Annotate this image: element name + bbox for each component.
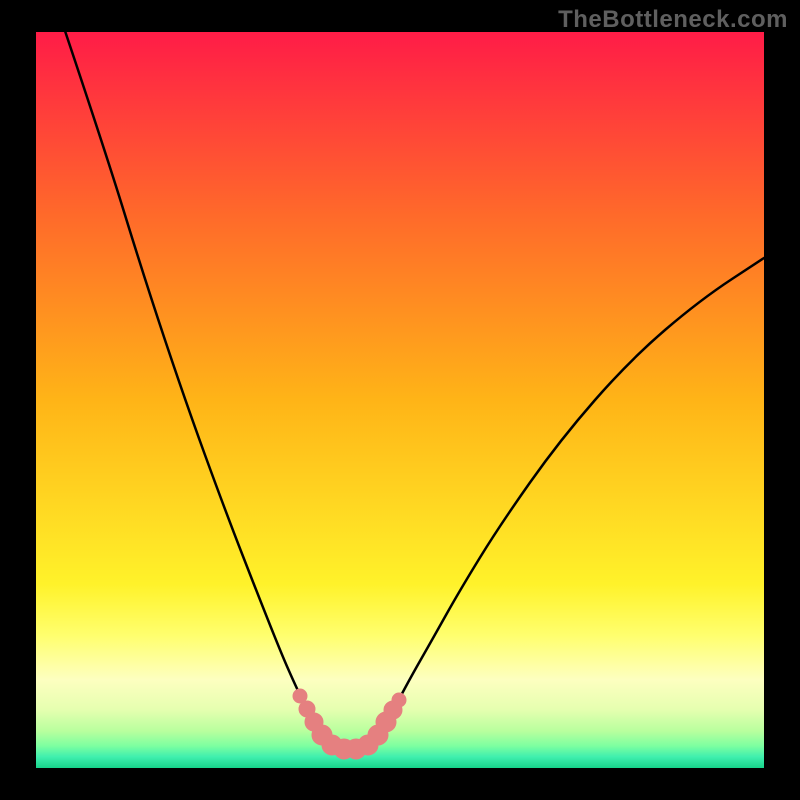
- bottleneck-curve: [60, 16, 764, 749]
- chart-container: TheBottleneck.com: [0, 0, 800, 800]
- watermark-text: TheBottleneck.com: [558, 6, 788, 34]
- curve-marker: [392, 693, 406, 707]
- curve-layer: [0, 0, 800, 800]
- marker-group: [293, 689, 406, 759]
